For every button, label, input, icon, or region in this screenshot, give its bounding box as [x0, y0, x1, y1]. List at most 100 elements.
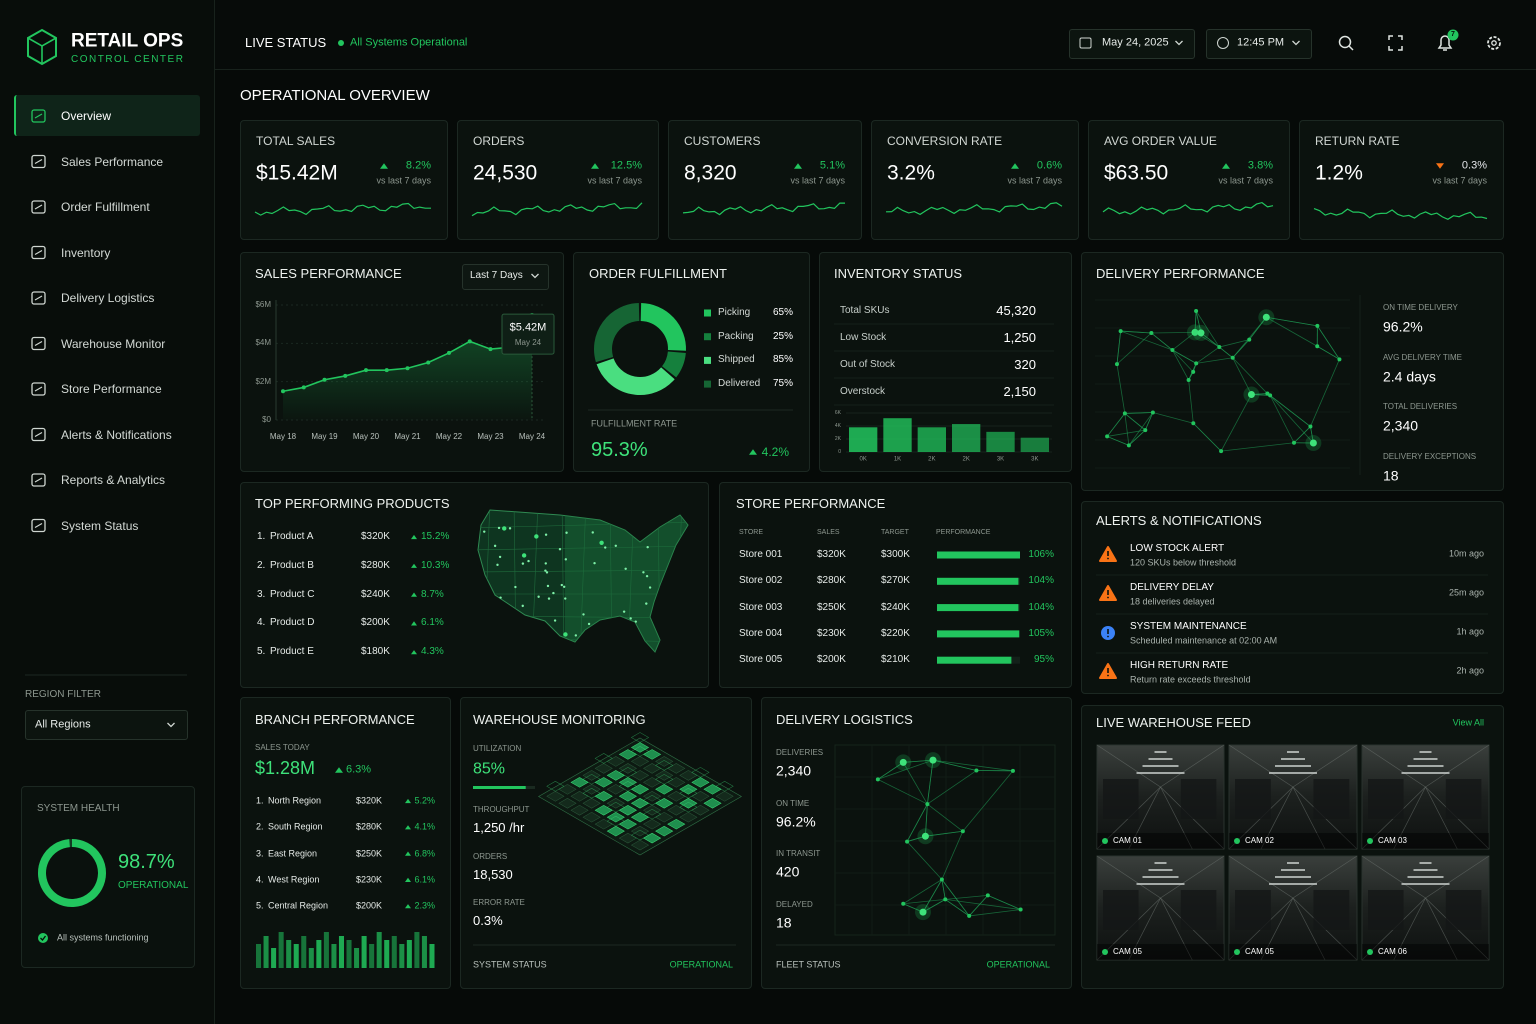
inventory-value: 320 — [1014, 357, 1036, 373]
health-note: All systems functioning — [57, 932, 149, 943]
region-select[interactable] — [25, 710, 188, 740]
map-dot — [645, 574, 649, 578]
range[interactable]: Last 7 Days — [470, 270, 523, 281]
nav-item[interactable]: Alerts & Notifications — [61, 427, 172, 442]
perspective — [1292, 897, 1326, 961]
nav-item[interactable]: Overview — [61, 108, 112, 123]
network-edge — [1116, 364, 1126, 414]
bar — [849, 427, 878, 452]
rack-left — [1235, 890, 1271, 930]
label-bg — [1362, 833, 1489, 849]
inventory-value: 1,250 — [1003, 330, 1036, 346]
map-frame — [834, 744, 1056, 936]
nav-item[interactable]: Delivery Logistics — [61, 290, 155, 305]
branch-name: North Region — [268, 795, 322, 806]
network-node — [919, 908, 927, 916]
date-select[interactable] — [1069, 29, 1195, 59]
network-node — [1219, 449, 1224, 454]
bar — [376, 932, 382, 968]
network-node — [1217, 345, 1222, 350]
panel — [668, 120, 862, 240]
map-dot — [521, 553, 527, 558]
alert-detail: 120 SKUs below threshold — [1130, 557, 1237, 568]
nav-icon — [31, 109, 46, 123]
map-dot — [646, 545, 649, 549]
rack — [582, 798, 601, 809]
sparkline — [682, 202, 845, 216]
rack-top — [618, 781, 637, 792]
nav-item[interactable]: Warehouse Monitor — [61, 336, 166, 351]
stat-value: 0.3% — [473, 913, 503, 929]
network-edge — [925, 830, 963, 837]
map-dot — [552, 591, 555, 595]
rack-top — [679, 801, 698, 813]
rack — [715, 791, 734, 802]
nav-item[interactable]: Store Performance — [61, 381, 162, 396]
x-tick-label: 3K — [996, 456, 1005, 463]
kpi-label: AVG ORDER VALUE — [1104, 133, 1217, 148]
product-value: $180K — [361, 646, 390, 658]
network-edge — [1266, 316, 1318, 347]
rate-change: 4.2% — [761, 444, 789, 459]
network-node — [1114, 362, 1119, 367]
time[interactable]: 12:45 PM — [1237, 36, 1285, 49]
legend-value: 65% — [772, 307, 793, 318]
network-node — [1309, 439, 1317, 447]
branch-value: $280K — [356, 821, 383, 832]
nav-icon — [34, 523, 43, 528]
x-tick-label: 3K — [1031, 456, 1039, 463]
panel-title: INVENTORY STATUS — [834, 266, 963, 282]
map-dot — [564, 558, 568, 561]
map-dot — [629, 617, 632, 620]
badge-count: 7 — [1451, 30, 1455, 38]
nav-item[interactable]: Sales Performance — [61, 154, 164, 169]
network-node — [985, 893, 990, 898]
branch-name: West Region — [268, 874, 320, 885]
filter-value[interactable]: All Regions — [35, 718, 91, 731]
bar — [391, 936, 397, 968]
network-edge — [903, 879, 943, 905]
label-bg — [1229, 833, 1357, 849]
point — [467, 339, 472, 344]
nav-item[interactable]: Inventory — [61, 245, 111, 260]
icon-mark — [1107, 596, 1109, 599]
view-all[interactable]: View All — [1452, 717, 1484, 728]
stat-value: 2.4 days — [1383, 368, 1436, 385]
rack — [630, 825, 650, 837]
point — [405, 366, 410, 371]
nav-item[interactable]: Reports & Analytics — [61, 472, 166, 487]
store-name: Store 002 — [739, 575, 783, 587]
alert-time: 25m ago — [1448, 587, 1484, 598]
branch-value: $250K — [356, 848, 383, 859]
product-value: $280K — [361, 559, 390, 571]
map-dot — [521, 604, 524, 608]
legend-label: Packing — [718, 330, 754, 342]
alert-detail: Return rate exceeds threshold — [1130, 674, 1251, 685]
region-highlight — [565, 510, 688, 652]
kpi-change: 5.1% — [819, 159, 845, 172]
ceiling-light — [1142, 876, 1179, 878]
label-bg — [1097, 833, 1224, 849]
map-dot — [622, 610, 626, 613]
perspective — [1393, 897, 1426, 961]
network-node — [929, 756, 937, 764]
network-edge — [877, 759, 934, 780]
nav-item[interactable]: Order Fulfillment — [61, 199, 150, 214]
kpi-change: 0.3% — [1461, 159, 1487, 172]
network-edge — [1195, 310, 1220, 348]
nav-icon — [34, 295, 43, 301]
rack — [679, 784, 698, 795]
bar — [263, 936, 269, 968]
rate-value: 95.3% — [591, 439, 648, 461]
ceiling-light — [1401, 883, 1450, 885]
nav-item[interactable]: System Status — [61, 518, 139, 533]
time-select[interactable] — [1206, 29, 1312, 59]
arrow-up — [411, 650, 417, 655]
rack — [582, 784, 601, 795]
date[interactable]: May 24, 2025 — [1102, 36, 1169, 49]
panel — [719, 482, 1072, 688]
kpi-value: $15.42M — [256, 161, 338, 185]
donut-segment — [596, 357, 675, 395]
camera-label: CAM 03 — [1378, 836, 1407, 846]
